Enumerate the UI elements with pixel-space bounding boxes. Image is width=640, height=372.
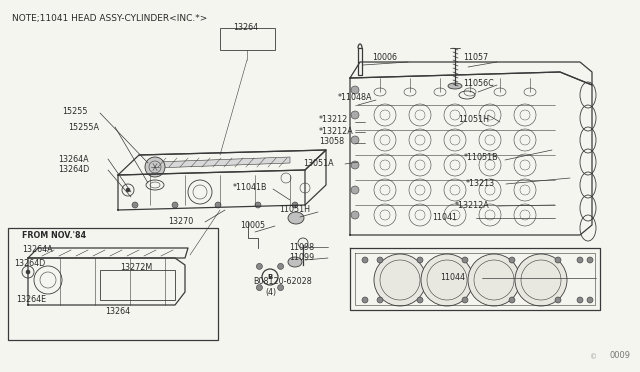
- Text: 11044: 11044: [440, 273, 465, 282]
- Text: 11051H: 11051H: [458, 115, 489, 125]
- Text: 15255: 15255: [62, 108, 88, 116]
- Text: 13051A: 13051A: [303, 158, 333, 167]
- Circle shape: [555, 297, 561, 303]
- Circle shape: [515, 254, 567, 306]
- Circle shape: [26, 270, 30, 274]
- Text: 11057: 11057: [463, 54, 488, 62]
- Text: 13264D: 13264D: [14, 259, 45, 267]
- Circle shape: [587, 297, 593, 303]
- Text: ©: ©: [590, 354, 597, 360]
- Circle shape: [509, 297, 515, 303]
- Text: 10006: 10006: [372, 54, 397, 62]
- Circle shape: [421, 254, 473, 306]
- Circle shape: [377, 297, 383, 303]
- Bar: [220, 28, 275, 50]
- Circle shape: [362, 257, 368, 263]
- Circle shape: [462, 297, 468, 303]
- Text: B08120-62028: B08120-62028: [253, 278, 312, 286]
- Text: 13264A: 13264A: [58, 154, 88, 164]
- Ellipse shape: [288, 212, 304, 224]
- Circle shape: [577, 257, 583, 263]
- Text: 11099: 11099: [289, 253, 314, 263]
- Circle shape: [555, 257, 561, 263]
- Text: 10005: 10005: [240, 221, 265, 231]
- Text: 13264E: 13264E: [16, 295, 46, 305]
- Circle shape: [255, 202, 261, 208]
- Circle shape: [377, 257, 383, 263]
- Text: 0009: 0009: [609, 351, 630, 360]
- Circle shape: [351, 136, 359, 144]
- Text: 11056C: 11056C: [463, 78, 493, 87]
- Text: *11048A: *11048A: [338, 93, 372, 103]
- Circle shape: [351, 211, 359, 219]
- Ellipse shape: [288, 257, 302, 267]
- Circle shape: [278, 263, 284, 269]
- Text: FROM NOV.'84: FROM NOV.'84: [22, 231, 86, 240]
- Polygon shape: [155, 157, 290, 168]
- Circle shape: [292, 202, 298, 208]
- Circle shape: [417, 257, 423, 263]
- Text: 11051H: 11051H: [279, 205, 310, 215]
- Text: *11041B: *11041B: [233, 183, 268, 192]
- Circle shape: [462, 257, 468, 263]
- Text: *11051B: *11051B: [464, 154, 499, 163]
- Circle shape: [351, 86, 359, 94]
- Text: 11041: 11041: [432, 214, 457, 222]
- Circle shape: [509, 257, 515, 263]
- Circle shape: [362, 297, 368, 303]
- Circle shape: [587, 257, 593, 263]
- Bar: [100, 270, 175, 300]
- Circle shape: [374, 254, 426, 306]
- Circle shape: [351, 111, 359, 119]
- Text: (4): (4): [265, 289, 276, 298]
- Circle shape: [417, 297, 423, 303]
- Circle shape: [132, 202, 138, 208]
- Text: 13264: 13264: [105, 308, 130, 317]
- Circle shape: [577, 297, 583, 303]
- Text: B: B: [268, 274, 273, 280]
- Circle shape: [351, 186, 359, 194]
- Circle shape: [257, 263, 262, 269]
- Text: 13264D: 13264D: [58, 166, 89, 174]
- Text: 13270: 13270: [168, 218, 193, 227]
- Text: 15255A: 15255A: [68, 122, 99, 131]
- Text: *13213: *13213: [466, 180, 495, 189]
- Circle shape: [278, 285, 284, 291]
- Text: *13212: *13212: [319, 115, 348, 125]
- Circle shape: [172, 202, 178, 208]
- Text: 11098: 11098: [289, 243, 314, 251]
- Circle shape: [351, 161, 359, 169]
- Bar: [8, 228, 218, 340]
- Circle shape: [468, 254, 520, 306]
- Circle shape: [145, 157, 165, 177]
- Text: 13264A: 13264A: [22, 244, 52, 253]
- Text: *13212A: *13212A: [455, 201, 490, 209]
- Circle shape: [215, 202, 221, 208]
- Text: 13264: 13264: [234, 23, 259, 32]
- Text: *13212A: *13212A: [319, 126, 354, 135]
- Circle shape: [126, 188, 130, 192]
- Text: 13058: 13058: [319, 138, 344, 147]
- Ellipse shape: [448, 83, 462, 89]
- Text: NOTE;11041 HEAD ASSY-CYLINDER<INC.*>: NOTE;11041 HEAD ASSY-CYLINDER<INC.*>: [12, 14, 207, 23]
- Text: 13272M: 13272M: [120, 263, 152, 273]
- Circle shape: [257, 285, 262, 291]
